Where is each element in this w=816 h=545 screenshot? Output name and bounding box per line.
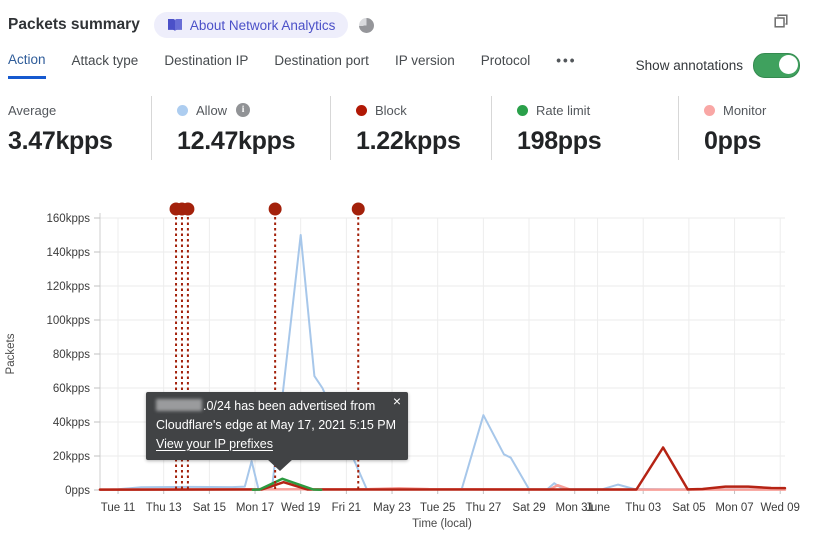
x-tick-label: Mon 31 <box>556 502 594 514</box>
panel-header: Packets summary About Network Analytics <box>8 10 808 40</box>
x-tick-label: June <box>585 502 610 514</box>
x-tick-label: Sat 15 <box>193 502 226 514</box>
x-tick-label: Mon 17 <box>236 502 274 514</box>
close-icon[interactable]: × <box>392 393 402 409</box>
y-tick-label: 100kpps <box>47 315 91 327</box>
annotation-marker-dot[interactable] <box>169 202 183 216</box>
y-tick-label: 60kpps <box>53 383 90 395</box>
expand-window-icon[interactable] <box>772 12 790 35</box>
x-tick-label: Thu 27 <box>465 502 501 514</box>
tooltip-line-3: View your IP prefixes <box>156 435 396 454</box>
tab-protocol[interactable]: Protocol <box>480 53 531 68</box>
annotation-marker-dot[interactable] <box>181 202 195 216</box>
x-tick-label: Sat 29 <box>512 502 545 514</box>
tab-bar: Action Attack type Destination IP Destin… <box>8 52 800 79</box>
y-tick-label: 140kpps <box>47 247 91 259</box>
x-tick-label: Mon 07 <box>715 502 753 514</box>
annotations-control: Show annotations <box>635 52 800 78</box>
series-monitor <box>98 483 787 491</box>
x-tick-label: May 23 <box>373 502 411 514</box>
page-title: Packets summary <box>8 16 140 33</box>
y-axis-title: Packets <box>5 333 17 374</box>
tab-destination-ip[interactable]: Destination IP <box>164 53 249 68</box>
stat-average-value: 3.47kpps <box>8 127 113 155</box>
stat-monitor: Monitor 0pps <box>679 96 816 160</box>
stat-allow-value: 12.47kpps <box>177 127 296 155</box>
stats-legend-row: Average 3.47kpps Allow i 12.47kpps Block… <box>0 96 816 160</box>
stat-block: Block 1.22kpps <box>331 96 492 160</box>
x-tick-label: Sat 05 <box>672 502 705 514</box>
stat-allow: Allow i 12.47kpps <box>152 96 331 160</box>
x-tick-label: Tue 11 <box>101 502 136 514</box>
tab-ip-version[interactable]: IP version <box>394 53 455 68</box>
stat-average-label: Average <box>8 102 57 118</box>
stat-monitor-label: Monitor <box>723 102 767 118</box>
monitor-legend-dot <box>704 104 715 116</box>
tab-attack-type[interactable]: Attack type <box>71 53 139 68</box>
tab-destination-port[interactable]: Destination port <box>274 53 369 68</box>
stat-monitor-value: 0pps <box>704 127 762 155</box>
show-annotations-toggle[interactable] <box>753 52 800 78</box>
x-axis-title: Time (local) <box>412 518 472 530</box>
about-badge-label: About Network Analytics <box>189 17 336 33</box>
stat-allow-label: Allow <box>196 102 228 118</box>
stat-block-label: Block <box>375 102 407 118</box>
block-legend-dot <box>356 104 367 116</box>
show-annotations-label: Show annotations <box>635 57 743 73</box>
x-tick-label: Fri 21 <box>332 502 361 514</box>
tooltip-line-2: Cloudflare's edge at May 17, 2021 5:15 P… <box>156 418 397 432</box>
x-tick-label: Wed 09 <box>760 502 799 514</box>
y-tick-label: 80kpps <box>53 349 90 361</box>
stat-rate-limit-value: 198pps <box>517 127 602 155</box>
rate-limit-legend-dot <box>517 104 528 116</box>
x-tick-label: Tue 25 <box>420 502 455 514</box>
tabs-more-button[interactable]: ••• <box>556 53 577 68</box>
view-ip-prefixes-link[interactable]: View your IP prefixes <box>156 437 273 451</box>
stat-block-value: 1.22kpps <box>356 127 461 155</box>
toggle-knob <box>779 54 798 74</box>
stat-rate-limit: Rate limit 198pps <box>492 96 679 160</box>
y-tick-label: 160kpps <box>47 213 91 225</box>
stat-average: Average 3.47kpps <box>0 96 152 160</box>
annotation-marker-dot[interactable] <box>268 202 282 216</box>
y-tick-label: 0pps <box>65 485 90 497</box>
y-tick-label: 20kpps <box>53 451 90 463</box>
annotation-marker-dot[interactable] <box>351 202 365 216</box>
tooltip-line-1: .0/24 has been advertised from <box>156 397 396 416</box>
redacted-ip-prefix <box>156 399 202 411</box>
annotation-marker-dot[interactable] <box>175 202 189 216</box>
tooltip-caret <box>267 459 293 471</box>
series-rate-limit <box>251 477 323 491</box>
y-tick-label: 40kpps <box>53 417 90 429</box>
x-tick-label: Wed 19 <box>281 502 320 514</box>
usage-pie-icon <box>359 17 375 33</box>
tab-action[interactable]: Action <box>8 52 46 79</box>
x-tick-label: Thu 13 <box>146 502 182 514</box>
stat-rate-limit-label: Rate limit <box>536 102 591 118</box>
y-tick-label: 120kpps <box>47 281 91 293</box>
x-tick-label: Thu 03 <box>625 502 661 514</box>
annotation-tooltip: × .0/24 has been advertised from Cloudfl… <box>146 392 409 471</box>
info-icon[interactable]: i <box>236 103 251 117</box>
allow-legend-dot <box>177 104 188 116</box>
book-icon <box>167 19 182 31</box>
about-network-analytics-link[interactable]: About Network Analytics <box>153 12 349 38</box>
